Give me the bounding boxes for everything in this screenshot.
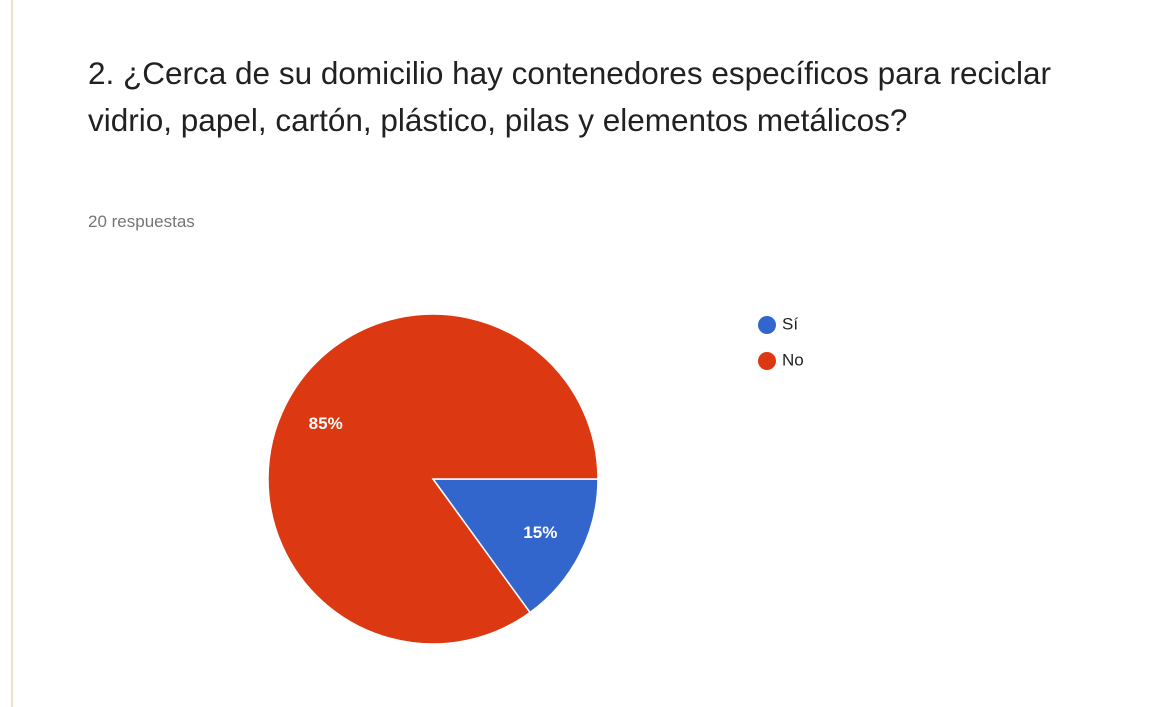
chart-title: 2. ¿Cerca de su domicilio hay contenedor… bbox=[88, 55, 1051, 138]
border bbox=[11, 0, 13, 707]
pie-slice bbox=[431, 478, 599, 614]
pie-slice bbox=[267, 313, 599, 645]
slice-label: 15% bbox=[523, 523, 557, 542]
legend-swatch bbox=[758, 316, 776, 334]
slice-label: 85% bbox=[309, 414, 343, 433]
legend-label: No bbox=[782, 350, 804, 369]
legend-label: Sí bbox=[782, 314, 798, 333]
chart-subtitle: 20 respuestas bbox=[88, 212, 195, 231]
legend-swatch bbox=[758, 352, 776, 370]
